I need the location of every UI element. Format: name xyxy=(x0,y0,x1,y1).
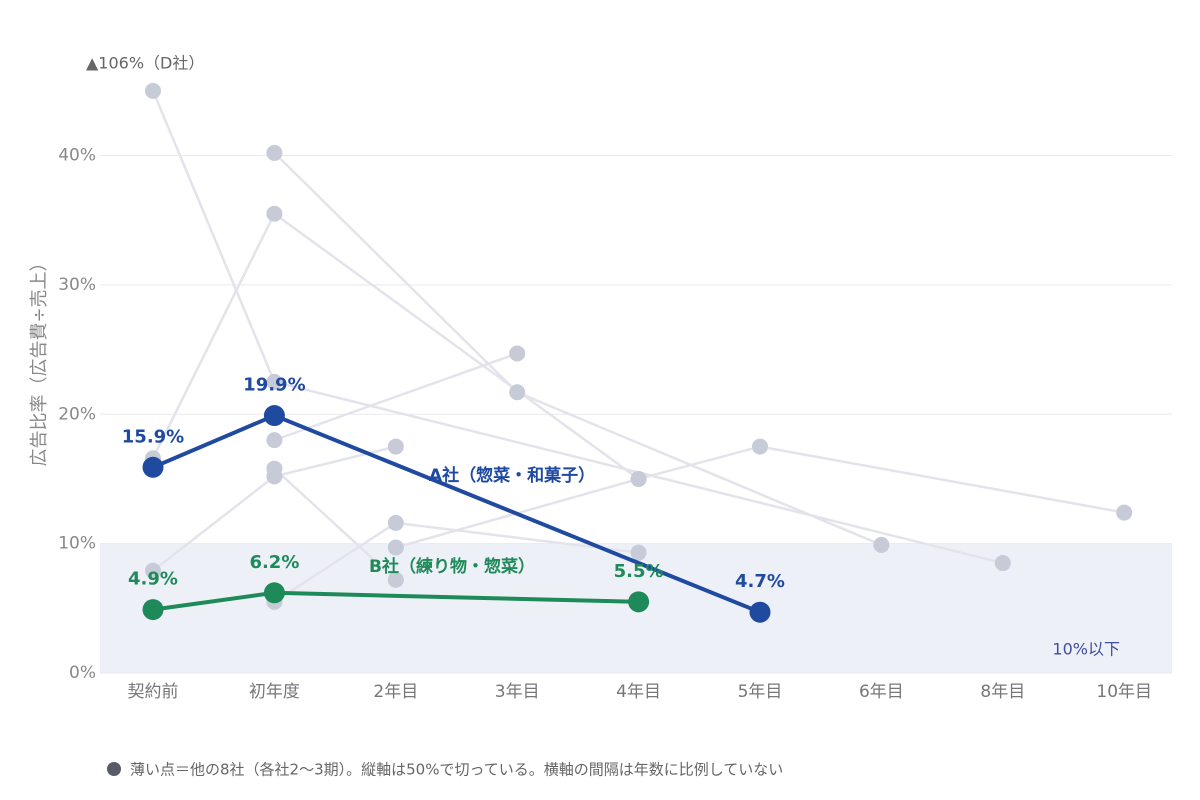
value-label: 5.5% xyxy=(614,561,664,582)
value-label: 15.9% xyxy=(122,426,184,447)
other-point xyxy=(266,432,283,449)
other-point xyxy=(387,571,404,588)
x-tick-label: 6年目 xyxy=(859,682,904,702)
other-point xyxy=(387,539,404,556)
series-point xyxy=(142,599,164,621)
other-point xyxy=(1116,504,1133,521)
series-name-label: A社（惣菜・和菓子） xyxy=(429,465,595,486)
other-point xyxy=(994,555,1011,572)
x-tick-label: 4年目 xyxy=(616,682,661,702)
x-tick-label: 10年目 xyxy=(1096,682,1152,702)
footnote-icon xyxy=(107,762,121,776)
other-line xyxy=(273,467,397,581)
other-point xyxy=(752,438,768,455)
other-point xyxy=(266,205,283,222)
value-label: 4.7% xyxy=(735,571,785,592)
other-point xyxy=(630,470,647,487)
value-label: 6.2% xyxy=(249,552,299,573)
other-point xyxy=(509,384,526,401)
series-point xyxy=(628,591,650,613)
other-point xyxy=(630,544,647,561)
value-label: 19.9% xyxy=(243,375,305,396)
footnote: 薄い点＝他の8社（各社2〜3期）。縦軸は50%で切っている。横軸の間隔は年数に比… xyxy=(130,761,783,779)
x-tick-label: 2年目 xyxy=(373,682,418,702)
y-tick-label: 30% xyxy=(58,275,96,295)
series-point xyxy=(749,601,771,623)
y-tick-label: 20% xyxy=(58,404,96,424)
series-point xyxy=(142,456,164,478)
other-point xyxy=(509,345,526,362)
series-point xyxy=(263,582,285,604)
y-tick-label: 40% xyxy=(58,146,96,166)
x-tick-label: 初年度 xyxy=(249,682,300,702)
other-point xyxy=(266,373,283,390)
y-tick-label: 0% xyxy=(69,663,96,683)
other-point xyxy=(266,460,283,477)
other-line xyxy=(151,90,1004,565)
other-line xyxy=(273,152,882,547)
y-tick-label: 10% xyxy=(58,534,96,554)
annotation: ▲106%（D社） xyxy=(86,54,204,73)
x-tick-label: 3年目 xyxy=(495,682,540,702)
other-point xyxy=(266,144,283,161)
x-tick-label: 契約前 xyxy=(128,682,179,702)
y-axis-label: 広告比率（広告費÷売上） xyxy=(29,253,50,466)
other-line xyxy=(395,445,1125,549)
band-label: 10%以下 xyxy=(1052,640,1120,659)
other-line xyxy=(273,352,518,442)
series-point xyxy=(263,405,285,427)
other-point xyxy=(145,562,161,579)
x-tick-label: 5年目 xyxy=(738,682,783,702)
series-name-label: B社（練り物・惣菜） xyxy=(369,556,535,577)
other-point xyxy=(387,438,404,455)
other-point xyxy=(873,536,890,553)
other-point xyxy=(145,82,161,99)
value-label: 4.9% xyxy=(128,569,178,590)
x-tick-label: 8年目 xyxy=(980,682,1025,702)
other-point xyxy=(387,514,404,531)
